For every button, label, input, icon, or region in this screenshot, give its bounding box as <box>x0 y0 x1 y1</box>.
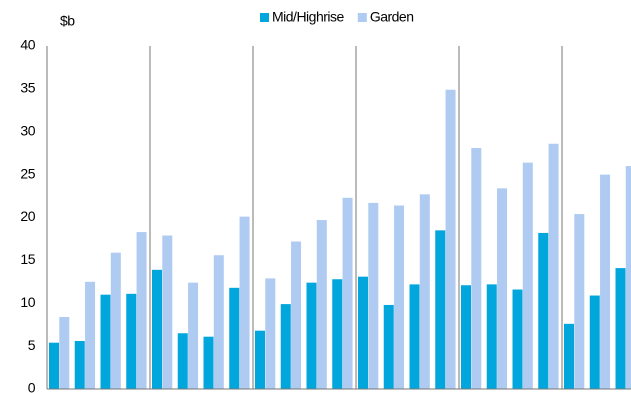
bar <box>255 330 265 389</box>
bar <box>445 89 456 390</box>
bar <box>615 268 626 389</box>
bar <box>239 216 250 389</box>
y-tick-label: 20 <box>20 208 35 224</box>
bar <box>497 188 508 389</box>
bar <box>85 281 96 389</box>
bar <box>74 340 85 389</box>
bar <box>574 214 585 389</box>
bar <box>548 143 559 389</box>
bar <box>471 148 482 389</box>
bar <box>368 202 379 389</box>
legend-swatch <box>357 13 367 22</box>
bar <box>306 282 317 389</box>
bar <box>383 304 394 389</box>
y-tick-label: 35 <box>20 80 35 96</box>
y-axis-unit: $b <box>60 13 75 29</box>
bar <box>203 336 214 389</box>
bar <box>342 197 353 389</box>
bar <box>59 316 70 389</box>
bar <box>538 232 549 389</box>
bar <box>394 205 405 389</box>
bar <box>213 255 224 389</box>
y-tick-label: 10 <box>20 294 35 310</box>
bar <box>152 269 162 389</box>
bar <box>564 323 574 389</box>
bar <box>625 166 631 389</box>
bar <box>110 252 121 389</box>
bar <box>136 232 147 389</box>
legend-swatch <box>260 13 269 22</box>
bar <box>229 287 240 389</box>
y-tick-label: 15 <box>20 251 35 267</box>
bar <box>589 295 600 389</box>
bar <box>291 241 302 389</box>
bar <box>486 284 497 389</box>
bar <box>435 230 446 389</box>
bar <box>100 294 111 389</box>
legend-label: Garden <box>370 9 414 25</box>
bar <box>316 220 327 389</box>
legend-label: Mid/Highrise <box>272 9 345 25</box>
y-tick-label: 25 <box>20 165 35 181</box>
bar <box>177 333 188 389</box>
bar <box>188 282 199 389</box>
bar <box>600 174 611 389</box>
bar <box>358 276 368 389</box>
bar <box>162 235 173 389</box>
bar <box>522 162 533 389</box>
y-tick-label: 40 <box>20 37 35 53</box>
bar <box>512 289 523 389</box>
bar <box>419 194 430 389</box>
bar <box>332 279 343 389</box>
bar <box>409 284 420 389</box>
y-tick-label: 0 <box>28 380 36 393</box>
bar <box>126 293 137 389</box>
bar <box>280 304 291 389</box>
bar <box>49 342 59 389</box>
bar <box>461 285 471 389</box>
y-tick-label: 30 <box>20 122 35 138</box>
y-tick-label: 5 <box>28 337 36 353</box>
bar <box>265 278 276 389</box>
